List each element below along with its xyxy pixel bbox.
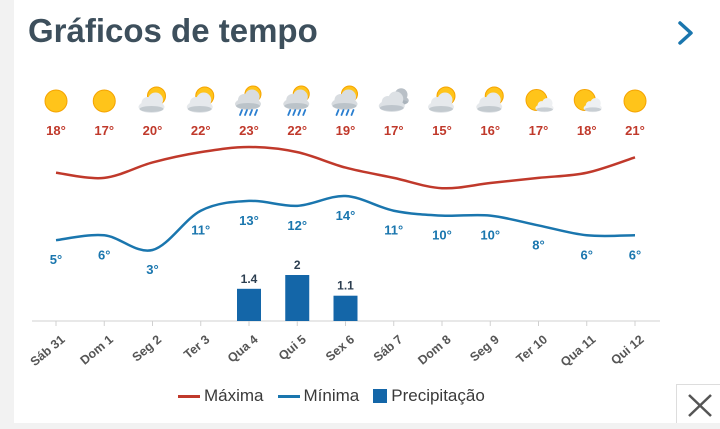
precip-bar xyxy=(237,288,261,321)
legend-label-min: Mínima xyxy=(303,386,360,405)
close-button[interactable] xyxy=(676,384,720,423)
min-temp-line xyxy=(55,194,636,252)
min-temp-label: 13° xyxy=(239,213,259,228)
x-tick-label: Ter 3 xyxy=(181,332,212,361)
rain-icon xyxy=(283,85,310,116)
max-temp-label: 18° xyxy=(46,123,66,138)
legend-swatch-min xyxy=(277,394,300,398)
sun-icon xyxy=(92,89,116,113)
mostly-sunny-icon xyxy=(573,89,602,113)
precip-bar xyxy=(333,295,358,321)
x-tick-label: Sáb 7 xyxy=(371,332,406,364)
partly-cloudy-icon xyxy=(476,86,504,113)
max-temp-label: 17° xyxy=(384,123,404,138)
max-temp-label: 20° xyxy=(143,123,163,138)
max-temp-label: 17° xyxy=(94,123,114,138)
rain-icon xyxy=(235,85,262,116)
max-temp-label: 19° xyxy=(336,123,356,138)
min-temp-label: 5° xyxy=(50,252,62,267)
max-temp-label: 16° xyxy=(480,123,500,138)
max-temp-label: 21° xyxy=(625,123,645,138)
x-tick-label: Qui 5 xyxy=(276,332,309,363)
x-tick-label: Sáb 31 xyxy=(28,332,68,369)
max-temp-label: 18° xyxy=(577,123,597,138)
partly-cloudy-icon xyxy=(186,86,215,113)
max-temp-line xyxy=(55,145,636,190)
x-tick-label: Qua 4 xyxy=(225,332,261,365)
precip-bar xyxy=(285,275,310,321)
min-temp-label: 3° xyxy=(146,262,158,277)
max-temp-label: 22° xyxy=(287,123,307,138)
sun-icon xyxy=(623,89,647,113)
sun-icon xyxy=(44,89,68,113)
x-tick-label: Seg 2 xyxy=(130,332,165,364)
precip-value-label: 1.4 xyxy=(241,272,258,286)
x-tick-label: Dom 8 xyxy=(415,332,453,367)
legend-swatch-max xyxy=(178,394,200,398)
legend-swatch-precip xyxy=(373,389,388,403)
min-temp-label: 12° xyxy=(287,218,307,233)
min-temp-label: 6° xyxy=(629,247,641,262)
cloud-icon xyxy=(378,88,409,112)
x-tick-label: Sex 6 xyxy=(323,332,357,364)
partly-cloudy-icon xyxy=(428,86,456,113)
x-tick-label: Seg 9 xyxy=(467,332,502,364)
rain-icon xyxy=(331,85,358,116)
precip-value-label: 1.1 xyxy=(337,279,354,293)
min-temp-label: 6° xyxy=(98,247,110,262)
x-tick-label: Ter 10 xyxy=(514,332,551,366)
legend-item-precip[interactable]: Precipitação xyxy=(373,386,485,406)
min-temp-label: 8° xyxy=(532,237,544,252)
legend-label-max: Máxima xyxy=(204,386,264,405)
weather-chart-card xyxy=(14,0,720,423)
min-temp-label: 14° xyxy=(336,208,356,223)
precip-value-label: 2 xyxy=(294,258,301,272)
page-title: Gráficos de tempo xyxy=(28,12,318,49)
min-temp-label: 10° xyxy=(432,228,452,243)
mostly-sunny-icon xyxy=(525,89,554,113)
close-icon xyxy=(688,394,712,417)
max-temp-label: 17° xyxy=(529,123,549,138)
x-tick-label: Qui 12 xyxy=(608,332,646,367)
chart-legend: Máxima Mínima Precipitação xyxy=(178,384,485,408)
max-temp-label: 23° xyxy=(239,123,259,138)
max-temp-label: 22° xyxy=(191,123,211,138)
min-temp-label: 11° xyxy=(384,223,403,238)
legend-label-precip: Precipitação xyxy=(391,386,485,405)
x-tick-label: Dom 1 xyxy=(78,332,116,367)
min-temp-label: 10° xyxy=(480,228,500,243)
legend-item-min[interactable]: Mínima xyxy=(277,386,360,406)
partly-cloudy-icon xyxy=(138,86,166,113)
max-temp-label: 15° xyxy=(432,123,452,138)
min-temp-label: 6° xyxy=(581,247,593,262)
min-temp-label: 11° xyxy=(191,223,210,238)
chevron-right-icon[interactable] xyxy=(673,18,699,48)
x-tick-label: Qua 11 xyxy=(558,332,598,369)
legend-item-max[interactable]: Máxima xyxy=(178,386,264,406)
